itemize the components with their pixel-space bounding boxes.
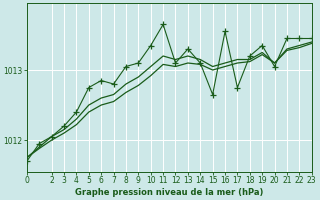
X-axis label: Graphe pression niveau de la mer (hPa): Graphe pression niveau de la mer (hPa) bbox=[75, 188, 263, 197]
